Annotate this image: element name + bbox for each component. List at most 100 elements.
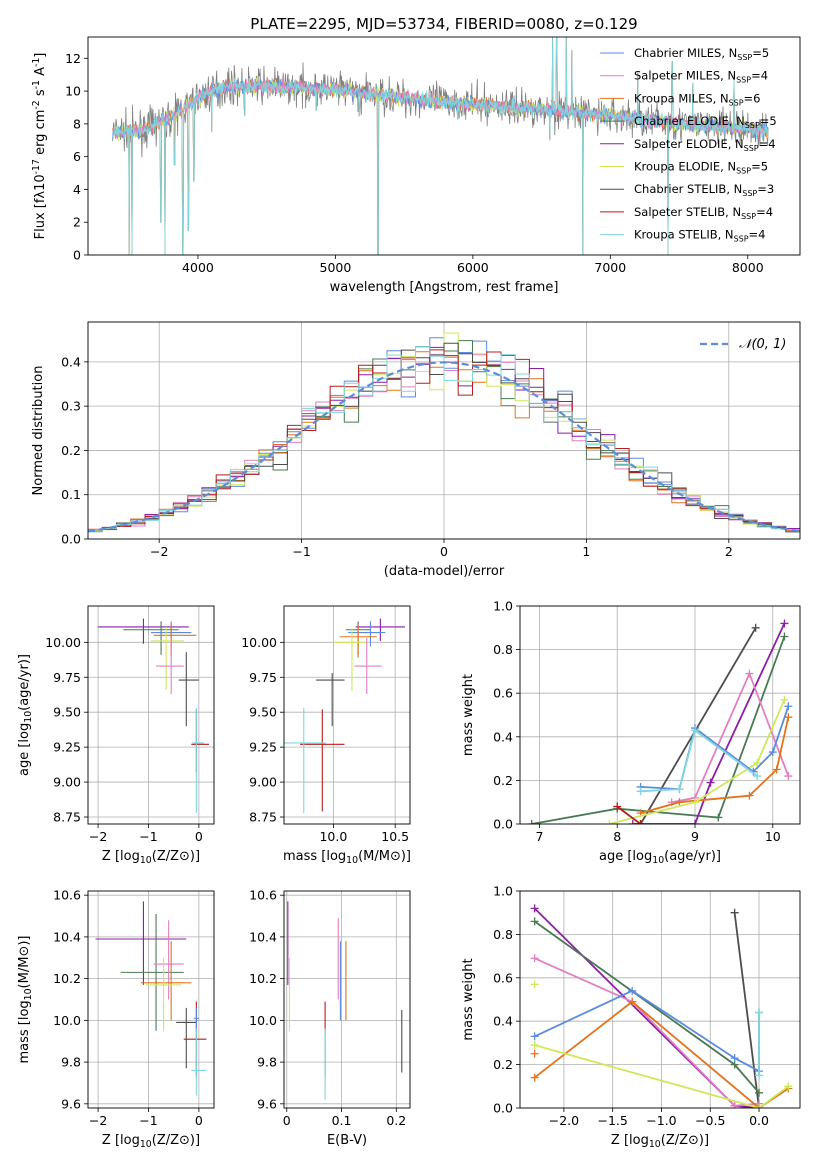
y-tick-label: 2 <box>73 215 81 230</box>
series-marker-salpeter_stelib <box>613 802 622 811</box>
axes-frame <box>283 605 411 825</box>
x-tick-label: 1 <box>582 544 590 559</box>
y-tick-label: 10.6 <box>53 888 81 903</box>
x-tick-label: 10 <box>765 829 781 844</box>
math-run: 10 <box>140 855 152 866</box>
series-marker-kroupa_miles <box>772 765 781 774</box>
text-run: Normed distribution <box>31 366 46 496</box>
y-tick-label: 0.2 <box>61 443 81 458</box>
y-tick-label: 10.4 <box>249 929 277 944</box>
y-tick-label: 8.75 <box>249 810 277 825</box>
axes-frame <box>519 890 801 1109</box>
axes-age_vs_mass: 10.0 10.5 8.75 9.00 9.25 9.50 9.75 10.00 mass [l… <box>241 605 411 866</box>
plot-area-age_vs_mass <box>284 618 406 813</box>
figure-title: PLATE=2295, MJD=53734, FIBERID=0080, z=0… <box>250 15 637 33</box>
axes-massweight_vs_age: 7 8 9 10 0.0 0.2 0.4 0.6 0.8 1.0 age [log10​(age/y… <box>461 599 801 866</box>
text-run: )] <box>699 1133 709 1148</box>
legend-label-salpeter_miles: Salpeter MILES, NSSP=4 <box>634 69 768 85</box>
series-line-salpeter_miles <box>671 671 790 804</box>
x-tick-label: 0.2 <box>386 1113 406 1128</box>
series-marker-chabrier_miles <box>730 1054 739 1063</box>
x-tick-label: 0.1 <box>332 1113 352 1128</box>
y-tick-label: 0.6 <box>493 686 513 701</box>
text-run: mass weight <box>461 958 476 1040</box>
series-marker-chabrier_miles <box>784 702 793 711</box>
math-run: ⊙ <box>179 849 190 864</box>
series-marker-chabrier_elodie <box>527 820 536 824</box>
series-marker-kroupa_elodie <box>753 758 762 767</box>
series-line-salpeter_miles <box>534 957 760 1107</box>
axes-massweight_vs_Z: −2.0 −1.5 −1.0 −0.5 0.0 0.0 0.2 0.4 0.6 0.8 1.0 Z [… <box>461 884 801 1150</box>
x-axis-label: (data-model)/error <box>384 564 505 579</box>
x-tick-label: −2.0 <box>549 1113 579 1128</box>
series-marker-salpeter_miles <box>730 1101 739 1108</box>
y-axis-label: Normed distribution <box>31 366 46 496</box>
math-run: λ <box>33 191 48 199</box>
series-marker-chabrier_elodie <box>780 632 789 641</box>
series-marker-chabrier_stelib <box>730 908 739 917</box>
y-tick-label: 0.0 <box>61 532 81 547</box>
x-tick-label: 0 <box>440 544 448 559</box>
math-run: 10 <box>23 988 34 1000</box>
histogram-kroupa_stelib <box>88 346 800 534</box>
series-marker-kroupa_miles <box>745 791 754 800</box>
text-run: Z [log <box>611 1133 649 1148</box>
y-tick-label: 10.2 <box>249 971 277 986</box>
text-run: mass weight <box>461 674 476 756</box>
series-marker-chabrier_elodie <box>530 917 539 926</box>
legend-label-chabrier_elodie: Chabrier ELODIE, NSSP=5 <box>634 114 777 130</box>
y-tick-label: 9.6 <box>257 1096 277 1111</box>
x-axis-label: E(B-V) <box>327 1133 367 1148</box>
y-tick-label: 10.0 <box>53 1013 81 1028</box>
math-run: ⊙ <box>179 1133 190 1148</box>
math-run: ⊙ <box>688 1133 699 1148</box>
y-tick-label: 1.0 <box>493 884 513 899</box>
y-tick-label: 0.4 <box>493 1014 513 1029</box>
text-run: A <box>33 67 48 80</box>
x-tick-label: 8 <box>613 829 621 844</box>
y-tick-label: 10.6 <box>249 888 277 903</box>
math-run: 10 <box>346 855 358 866</box>
math-run: -1 <box>31 58 42 67</box>
series-marker-kroupa_elodie <box>755 1104 764 1108</box>
y-axis-label: mass weight <box>461 958 476 1040</box>
series-marker-salpeter_miles <box>530 954 539 963</box>
series-marker-kroupa_stelib <box>755 1071 764 1080</box>
axes-frame <box>519 605 801 825</box>
series-marker-salpeter_miles <box>784 772 793 781</box>
x-axis-label: Z [log10​(Z/Z⊙)] <box>102 1133 200 1150</box>
legend-label-kroupa_miles: Kroupa MILES, NSSP=6 <box>634 91 760 107</box>
series-line-chabrier_elodie <box>531 636 786 824</box>
series-marker-chabrier_miles <box>530 1032 539 1041</box>
text-run: (age/yr)] <box>664 849 721 864</box>
plot-area-residuals <box>88 332 800 534</box>
series-marker-salpeter_elodie <box>691 820 699 824</box>
spectrum-model-kroupa_stelib <box>112 37 769 255</box>
series-marker-chabrier_miles <box>768 748 777 757</box>
axes-spectrum: 4000 5000 6000 7000 8000 0 2 4 6 8 10 12 wavelength … <box>31 36 801 295</box>
text-run: age [log <box>599 849 652 864</box>
x-tick-label: 0.0 <box>749 1113 769 1128</box>
series-marker-salpeter_elodie <box>780 619 789 628</box>
legend-label-salpeter_elodie: Salpeter ELODIE, NSSP=4 <box>634 137 776 153</box>
series-marker-kroupa_stelib <box>753 772 762 781</box>
x-tick-label: −2 <box>89 829 107 844</box>
series-line-chabrier_stelib <box>733 912 760 1108</box>
y-tick-label: 9.6 <box>61 1096 81 1111</box>
x-tick-label: −1.5 <box>598 1113 628 1128</box>
x-tick-label: 10.0 <box>319 829 347 844</box>
axes-age_vs_Z: −2 −1 0 8.75 9.00 9.25 9.50 9.75 10.00 Z [log10​(… <box>17 605 215 866</box>
x-tick-label: 7 <box>535 829 543 844</box>
math-run: 10 <box>23 711 34 723</box>
y-tick-label: 0.2 <box>493 773 513 788</box>
y-axis-label: mass [log10​(M/M⊙)] <box>17 935 34 1063</box>
x-tick-label: 0 <box>283 1113 291 1128</box>
y-tick-label: 6 <box>73 149 81 164</box>
series-line-salpeter_elodie <box>533 907 760 1108</box>
y-tick-label: 9.00 <box>249 775 277 790</box>
x-tick-label: 0 <box>195 1113 203 1128</box>
x-tick-label: 5000 <box>320 260 352 275</box>
legend-label-chabrier_stelib: Chabrier STELIB, NSSP=3 <box>634 182 774 198</box>
x-tick-label: 8000 <box>732 260 764 275</box>
y-tick-label: 0.2 <box>493 1057 513 1072</box>
